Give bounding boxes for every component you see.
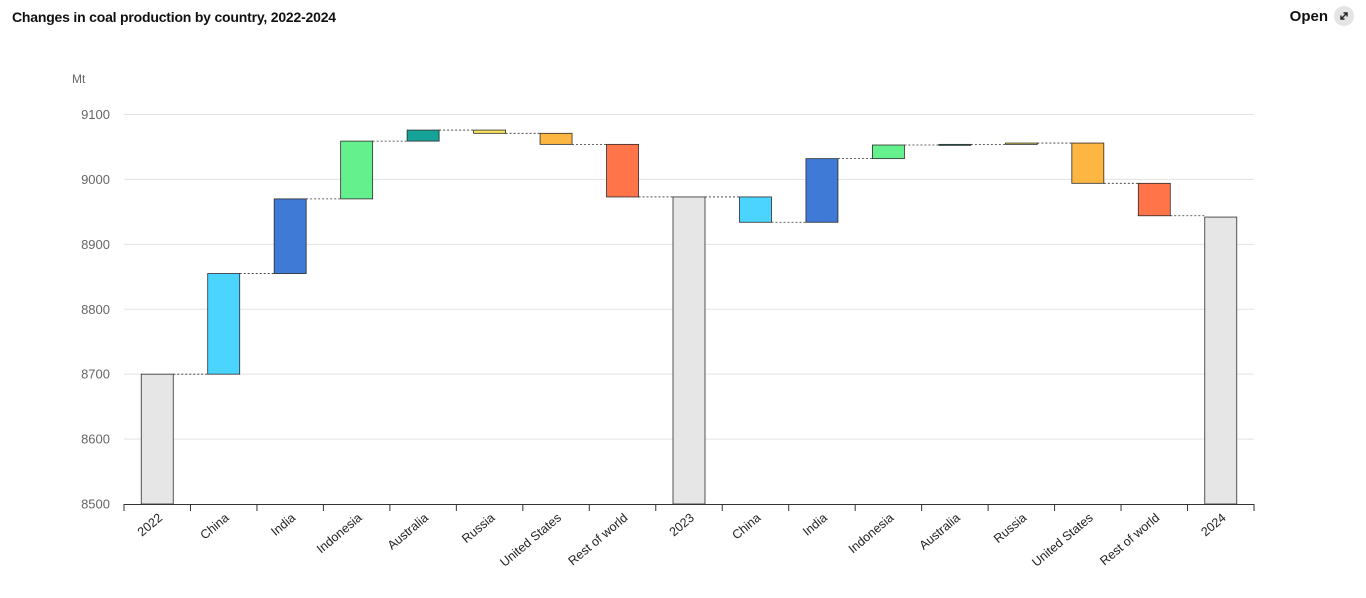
bar-rest-of-world <box>606 143 639 198</box>
chart-title: Changes in coal production by country, 2… <box>12 9 336 25</box>
x-tick-label: Rest of world <box>566 511 631 569</box>
bar-united-states <box>1071 142 1105 184</box>
x-tick-label: 2023 <box>667 511 697 540</box>
y-axis-ticks: 8500 8600 8700 8800 8900 9000 9100 <box>81 107 110 512</box>
bar-china <box>207 273 241 375</box>
expand-arrows-icon <box>1334 6 1354 26</box>
bar-2022 <box>140 373 174 505</box>
bar-2024 <box>1204 216 1238 505</box>
bar-2023 <box>672 196 706 505</box>
x-tick-label: United States <box>497 511 563 570</box>
x-tick-label: India <box>268 511 298 539</box>
bar-australia <box>406 129 440 142</box>
x-tick-label: Indonesia <box>846 511 897 557</box>
x-tick-label: China <box>198 511 232 543</box>
bar-india <box>273 198 307 274</box>
y-tick-label: 9000 <box>81 172 110 187</box>
bar-india <box>805 158 839 223</box>
open-button[interactable]: Open <box>1290 6 1354 26</box>
x-tick-label: China <box>729 511 763 543</box>
x-tick-label: Rest of world <box>1097 511 1162 569</box>
y-axis-unit-label: Mt <box>72 72 86 86</box>
open-label: Open <box>1289 7 1328 25</box>
y-tick-label: 8900 <box>81 237 110 252</box>
x-axis: 2022 China India Indonesia Australia Russia Un… <box>123 504 1255 570</box>
y-tick-label: 8800 <box>81 302 110 317</box>
bar-rest-of-world <box>1137 182 1171 217</box>
x-tick-label: 2022 <box>135 511 165 540</box>
bar-australia <box>938 143 972 146</box>
bar-russia <box>1004 142 1038 145</box>
x-tick-label: Russia <box>991 511 1029 546</box>
x-tick-label: India <box>800 511 830 539</box>
y-tick-label: 8700 <box>81 367 110 382</box>
bars <box>140 129 1238 505</box>
x-tick-label: Russia <box>459 511 497 546</box>
bar-china <box>739 196 772 223</box>
bar-russia <box>473 129 506 134</box>
x-tick-label: Australia <box>385 511 431 553</box>
bar-indonesia <box>872 144 905 160</box>
x-tick-label: 2024 <box>1198 511 1228 540</box>
y-tick-label: 8500 <box>81 497 110 512</box>
x-tick-label: United States <box>1029 511 1095 570</box>
bar-united-states <box>539 132 573 145</box>
connector-lines <box>173 129 1205 375</box>
x-tick-label: Indonesia <box>314 511 365 557</box>
y-tick-label: 9100 <box>81 107 110 122</box>
y-tick-label: 8600 <box>81 432 110 447</box>
x-tick-label: Australia <box>917 511 963 553</box>
bar-indonesia <box>340 140 374 200</box>
